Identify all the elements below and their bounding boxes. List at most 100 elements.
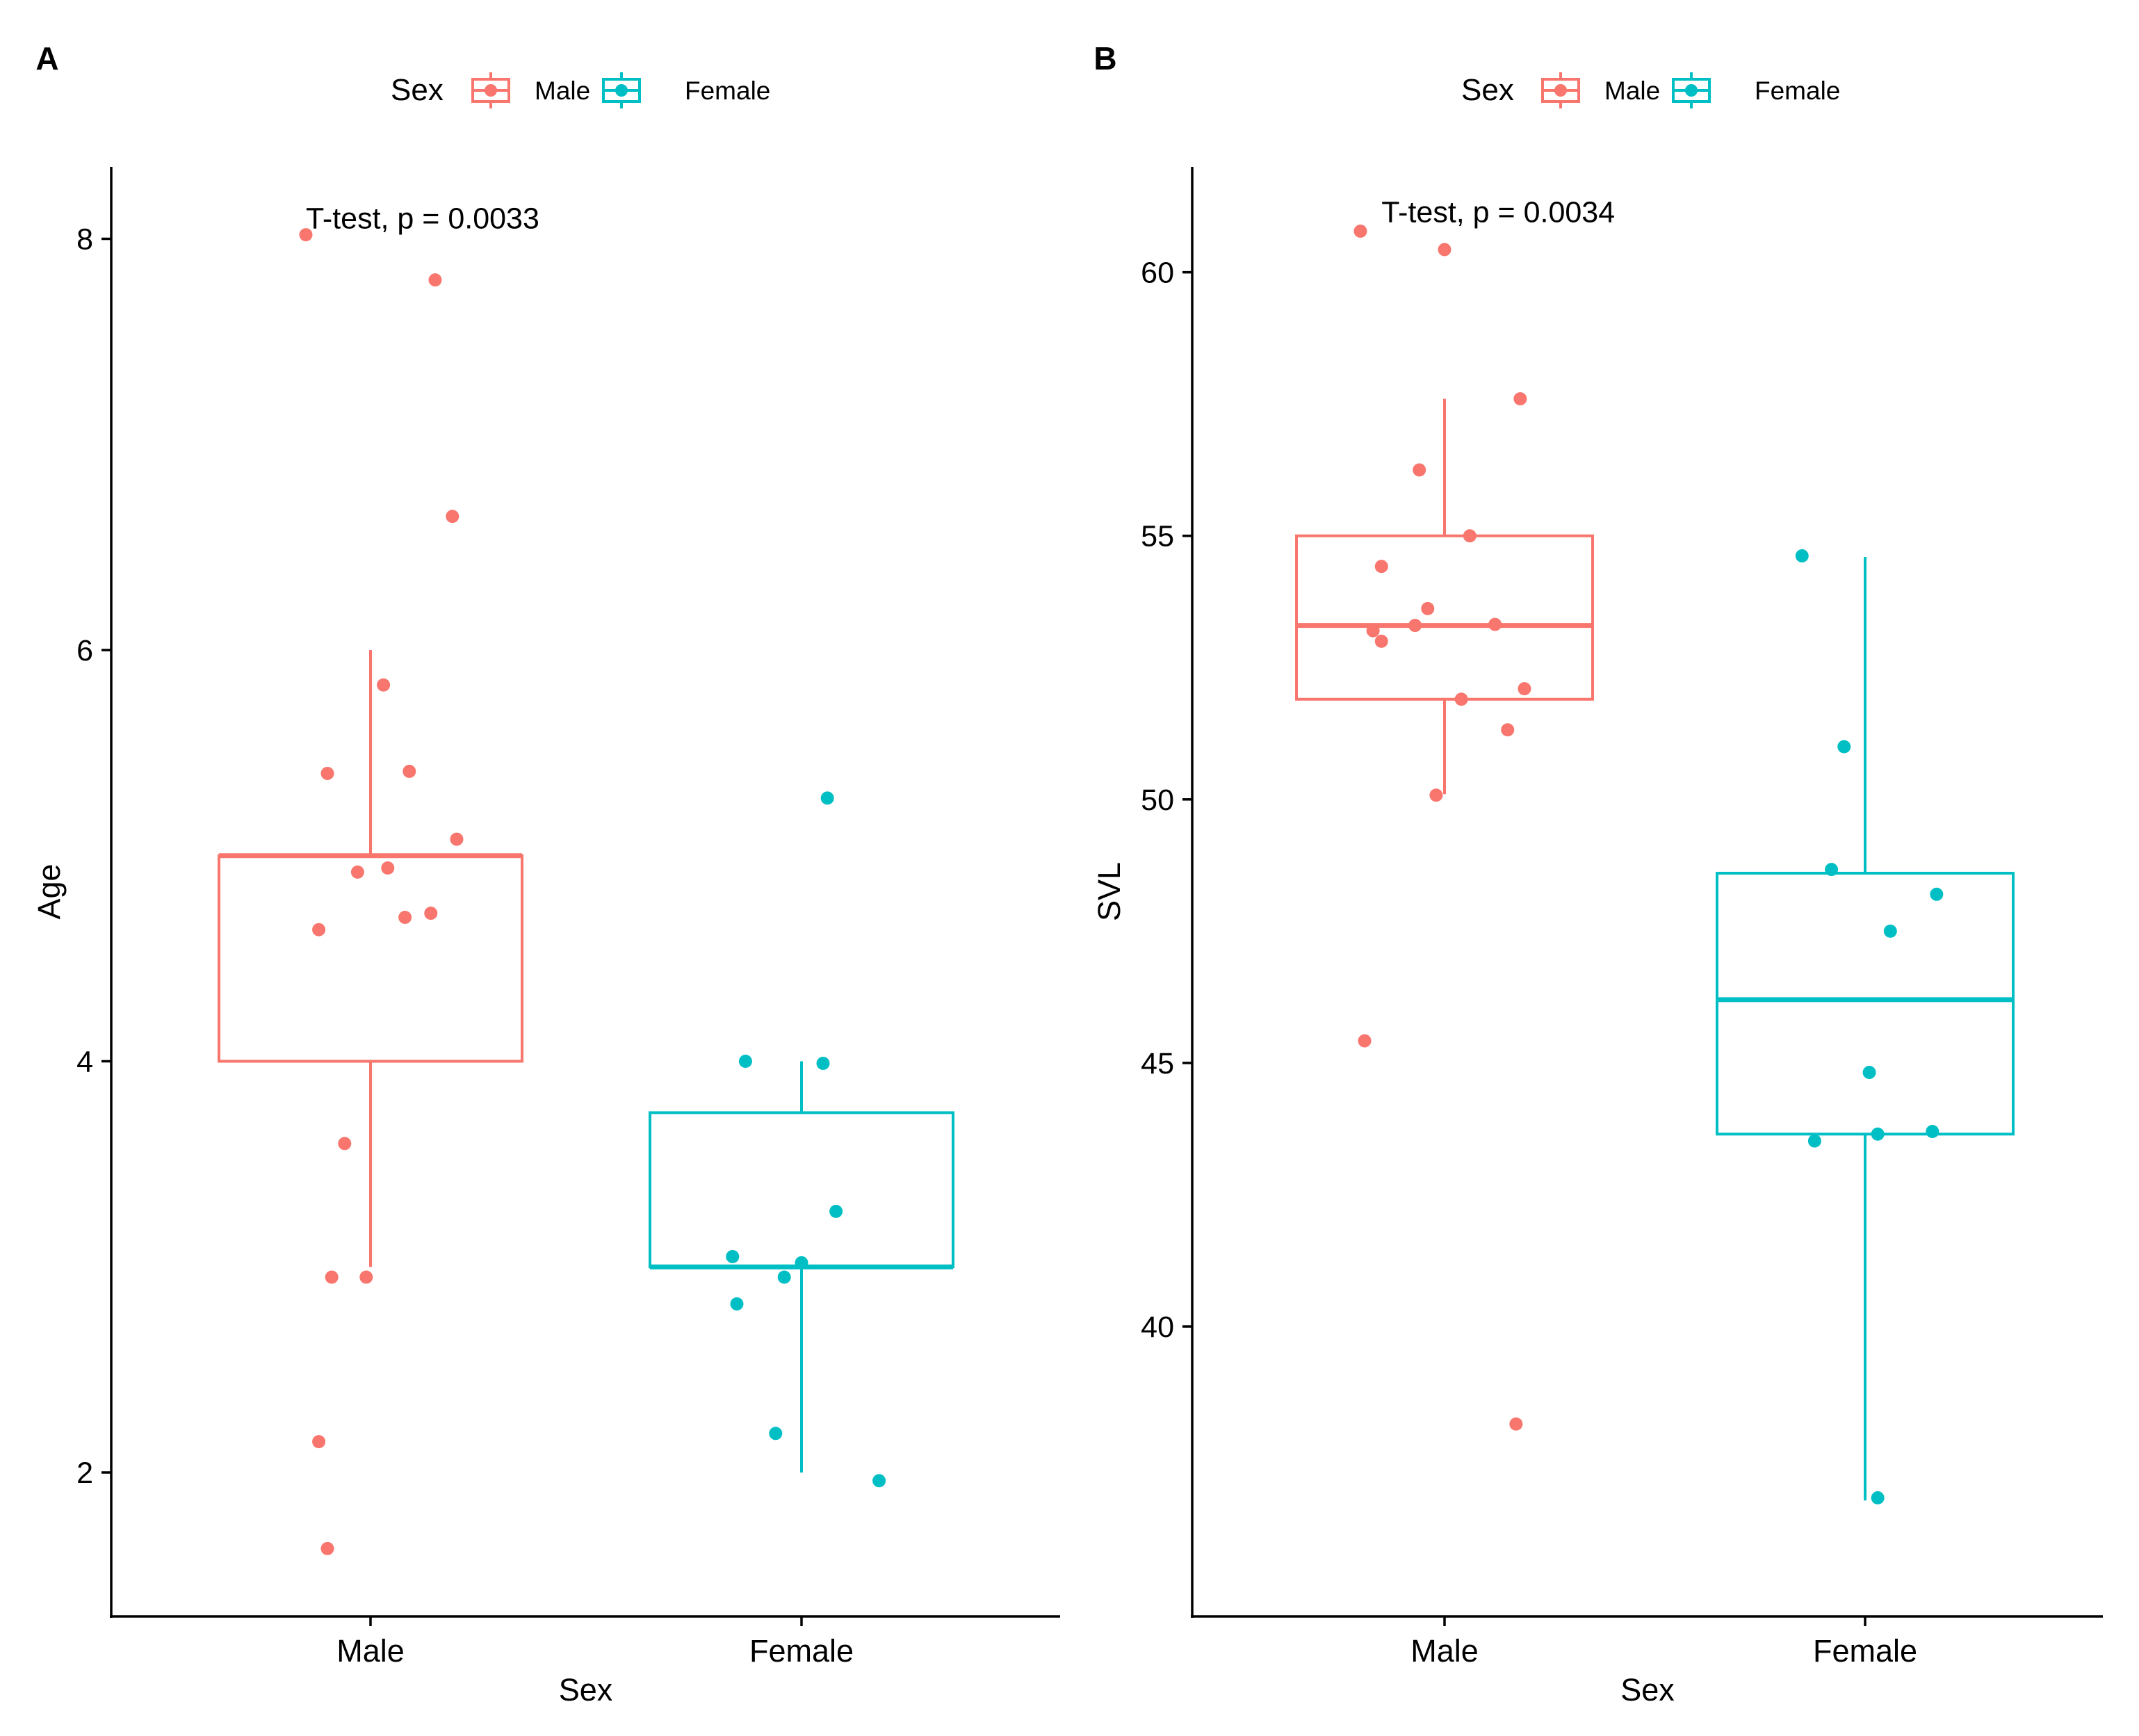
data-point-female [1871, 1491, 1885, 1504]
data-point-male [1454, 692, 1468, 706]
data-point-male [1518, 682, 1531, 696]
x-tick-label: Male [336, 1633, 405, 1669]
data-point-male [1366, 624, 1380, 638]
data-point-female [726, 1249, 740, 1263]
data-point-male [1421, 601, 1435, 615]
data-point-female [1807, 1134, 1821, 1148]
data-point-male [1438, 243, 1451, 257]
data-point-male [338, 1137, 352, 1151]
data-point-male [312, 923, 326, 936]
data-point-female [1795, 549, 1809, 563]
legend-key-point [1685, 84, 1698, 97]
data-point-female [777, 1270, 791, 1284]
legend-key-female [1672, 72, 1711, 108]
box-iqr [218, 854, 523, 1063]
data-point-female [738, 1054, 752, 1068]
data-point-female [1926, 1124, 1939, 1138]
data-point-female [1825, 863, 1839, 877]
legend-key-point [485, 84, 497, 97]
data-point-male [325, 1270, 339, 1284]
legend-title: Sex [1461, 73, 1514, 107]
y-tick-label: 4 [76, 1045, 93, 1078]
y-tick-label: 8 [76, 223, 93, 257]
data-point-male [446, 510, 459, 524]
data-point-male [350, 865, 364, 879]
data-point-female [1862, 1066, 1876, 1080]
box-female [1716, 557, 2015, 1501]
data-point-male [377, 678, 391, 692]
y-tick-label: 45 [1141, 1047, 1174, 1080]
y-tick-label: 6 [76, 634, 93, 667]
data-point-male [1488, 617, 1502, 631]
box-male [218, 650, 523, 1267]
data-point-male [1509, 1417, 1523, 1431]
panel-a: A Sex Male Female 2 4 6 8 Male Female Sex Age T-test… [31, 40, 1060, 1707]
legend-label-female: Female [685, 76, 770, 105]
data-point-male [424, 907, 438, 920]
data-point-male [381, 861, 395, 875]
data-point-female [795, 1256, 808, 1269]
y-tick-label: 2 [76, 1457, 93, 1490]
data-point-female [872, 1474, 886, 1488]
ttest-annotation: T-test, p = 0.0033 [306, 202, 539, 236]
data-point-male [320, 766, 334, 780]
y-tick-label: 50 [1141, 784, 1174, 817]
data-point-male [1358, 1034, 1372, 1048]
legend-key-male [471, 72, 510, 108]
box-iqr [1295, 534, 1594, 701]
data-point-male [312, 1435, 326, 1449]
legend-label-male: Male [535, 76, 590, 105]
data-point-female [829, 1204, 843, 1218]
ttest-annotation: T-test, p = 0.0034 [1381, 196, 1615, 229]
y-tick-label: 40 [1141, 1311, 1174, 1344]
data-point-male [1374, 634, 1388, 648]
data-point-male [1413, 463, 1426, 477]
panel-label: A [35, 40, 58, 76]
legend-key-male [1541, 72, 1580, 108]
x-tick-label: Female [1813, 1633, 1917, 1669]
data-point-male [1501, 723, 1515, 737]
data-point-male [450, 832, 464, 846]
x-axis-title: Sex [1620, 1672, 1675, 1707]
box-male [1295, 398, 1594, 795]
box-iqr [649, 1111, 954, 1269]
legend-label-female: Female [1755, 76, 1840, 105]
y-tick-label: 60 [1141, 257, 1174, 290]
x-tick-label: Male [1410, 1633, 1479, 1669]
data-point-male [1513, 392, 1527, 406]
data-point-male [359, 1270, 373, 1284]
data-point-male [1463, 529, 1477, 543]
data-point-female [730, 1297, 744, 1311]
panel-label: B [1093, 40, 1116, 76]
y-axis-title: Age [31, 863, 67, 919]
legend-key-point [1554, 84, 1567, 97]
x-axis-title: Sex [559, 1672, 613, 1707]
data-point-female [1837, 740, 1851, 754]
data-point-male [1353, 224, 1367, 238]
data-point-female [769, 1427, 783, 1441]
data-point-male [1374, 560, 1388, 574]
data-point-female [1871, 1127, 1885, 1141]
legend-key-female [602, 72, 641, 108]
panel-b: B Sex Male Female 40 45 50 55 60 Male Female Sex SVL… [1091, 40, 2103, 1707]
data-point-male [402, 764, 416, 778]
data-point-female [820, 791, 834, 805]
data-point-female [1883, 924, 1897, 938]
legend-label-male: Male [1604, 76, 1660, 105]
data-point-male [428, 273, 442, 287]
box-iqr [1716, 871, 2015, 1136]
data-point-male [320, 1541, 334, 1555]
legend-title: Sex [391, 73, 444, 107]
data-point-male [398, 910, 412, 924]
data-point-male [299, 228, 313, 242]
x-tick-label: Female [749, 1633, 854, 1669]
data-point-male [1429, 788, 1443, 802]
y-axis-title: SVL [1091, 862, 1127, 921]
data-point-female [816, 1056, 830, 1070]
y-tick-label: 55 [1141, 520, 1174, 553]
data-point-female [1930, 887, 1944, 901]
data-point-male [1408, 619, 1422, 633]
legend-key-point [615, 84, 628, 97]
